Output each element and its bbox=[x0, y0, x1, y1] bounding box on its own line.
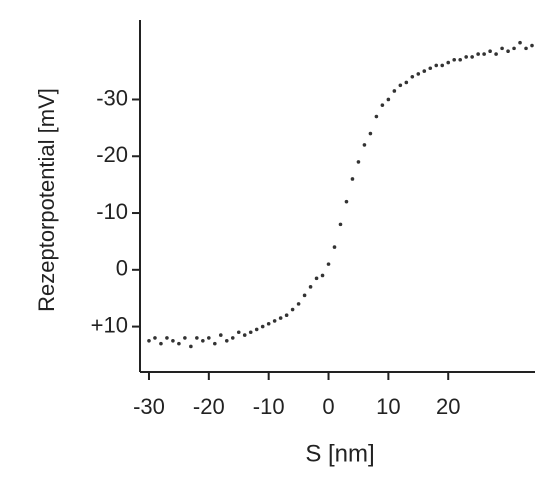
point bbox=[530, 43, 534, 48]
point bbox=[482, 52, 486, 56]
point bbox=[171, 338, 175, 343]
point bbox=[278, 316, 283, 320]
point bbox=[356, 160, 361, 164]
point bbox=[224, 338, 229, 343]
x-tick-label: -30 bbox=[133, 394, 165, 419]
point bbox=[272, 319, 277, 323]
y-tick-label: -30 bbox=[96, 85, 128, 110]
y-tick-label: -10 bbox=[96, 199, 128, 224]
point bbox=[230, 336, 235, 340]
point bbox=[512, 46, 516, 51]
point bbox=[386, 97, 391, 102]
point bbox=[440, 63, 445, 68]
point bbox=[207, 336, 211, 340]
point bbox=[302, 293, 307, 298]
point bbox=[380, 103, 385, 107]
x-tick-label: 20 bbox=[436, 394, 460, 419]
point bbox=[147, 338, 151, 343]
x-tick-label: 10 bbox=[376, 394, 400, 419]
point bbox=[392, 89, 397, 93]
point bbox=[410, 74, 415, 79]
y-tick-label: -20 bbox=[96, 142, 128, 167]
y-axis-label: Rezeptorpotential [mV] bbox=[34, 88, 59, 312]
point bbox=[218, 333, 223, 337]
point bbox=[488, 49, 492, 54]
point bbox=[177, 341, 181, 346]
point bbox=[458, 57, 462, 62]
x-axis-label: S [nm] bbox=[305, 440, 374, 467]
point bbox=[434, 63, 439, 68]
point bbox=[189, 344, 193, 349]
point bbox=[374, 114, 379, 119]
point bbox=[195, 336, 199, 340]
point bbox=[296, 302, 301, 306]
point bbox=[260, 324, 265, 329]
point bbox=[183, 336, 187, 340]
x-tick-label: -10 bbox=[253, 394, 285, 419]
point bbox=[159, 341, 163, 346]
point bbox=[350, 177, 355, 181]
point bbox=[242, 333, 247, 337]
point bbox=[398, 83, 403, 88]
y-tick-label: 0 bbox=[116, 256, 128, 281]
point bbox=[308, 285, 313, 289]
point bbox=[201, 338, 205, 343]
point bbox=[165, 336, 169, 340]
point bbox=[428, 66, 433, 71]
point bbox=[500, 46, 504, 51]
x-tick-label: 0 bbox=[322, 394, 334, 419]
point bbox=[362, 143, 367, 147]
y-tick-label: +10 bbox=[91, 312, 128, 337]
point bbox=[518, 40, 522, 45]
point bbox=[452, 57, 457, 62]
point bbox=[254, 327, 259, 332]
point bbox=[422, 69, 427, 73]
point bbox=[213, 341, 217, 346]
point bbox=[464, 55, 468, 59]
point bbox=[332, 245, 337, 249]
point bbox=[494, 52, 498, 56]
point bbox=[284, 313, 289, 318]
point bbox=[446, 60, 451, 65]
point bbox=[470, 55, 474, 59]
x-tick-label: -20 bbox=[193, 394, 225, 419]
point bbox=[290, 307, 295, 312]
point bbox=[236, 330, 241, 335]
point bbox=[338, 222, 343, 227]
point bbox=[416, 72, 421, 76]
point bbox=[506, 49, 510, 54]
point bbox=[404, 80, 409, 85]
point bbox=[368, 131, 373, 136]
point bbox=[326, 262, 331, 266]
point bbox=[248, 330, 253, 335]
point bbox=[476, 52, 480, 56]
point bbox=[524, 46, 528, 51]
point bbox=[344, 199, 349, 204]
point bbox=[266, 321, 271, 326]
point bbox=[314, 276, 319, 281]
point bbox=[320, 273, 325, 278]
point bbox=[153, 336, 157, 340]
